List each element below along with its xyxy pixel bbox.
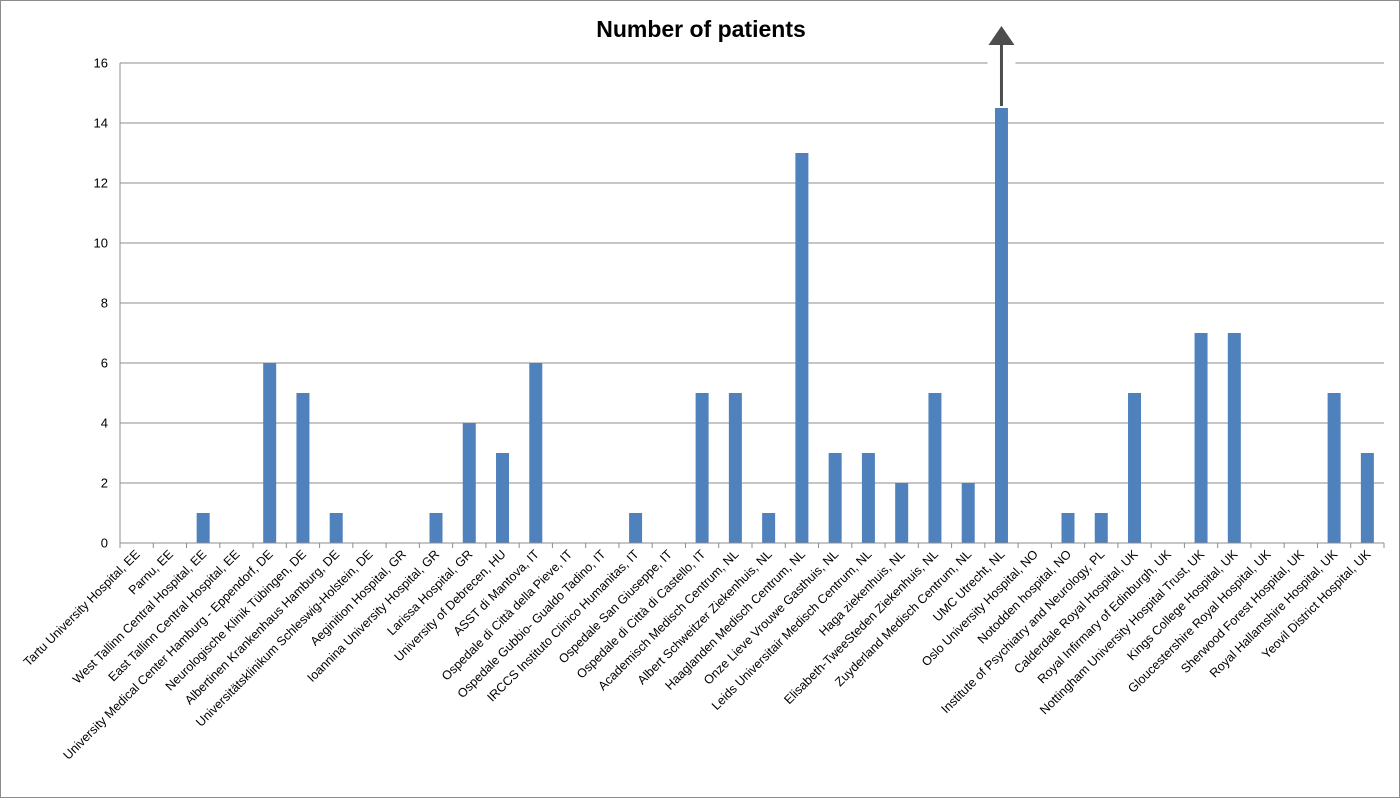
bar bbox=[961, 483, 975, 543]
y-tick-label: 6 bbox=[101, 356, 108, 371]
bar bbox=[462, 423, 476, 543]
x-axis bbox=[119, 63, 1385, 548]
x-category-label: Elisabeth-TweeSteden Ziekenhuis, NL bbox=[781, 547, 941, 707]
bar bbox=[928, 393, 942, 543]
bar bbox=[263, 363, 277, 543]
bar bbox=[196, 513, 210, 543]
y-axis-tick-labels: 0 2 4 6 8 10 12 14 16 bbox=[94, 56, 108, 551]
y-tick-label: 4 bbox=[101, 416, 108, 431]
bar bbox=[1360, 453, 1374, 543]
bar bbox=[895, 483, 909, 543]
bar bbox=[1128, 393, 1142, 543]
annotation-arrow bbox=[987, 24, 1016, 106]
bar bbox=[861, 453, 875, 543]
y-tick-label: 8 bbox=[101, 296, 108, 311]
y-tick-label: 2 bbox=[101, 476, 108, 491]
bar bbox=[828, 453, 842, 543]
y-tick-label: 10 bbox=[94, 236, 108, 251]
bar bbox=[496, 453, 510, 543]
bar bbox=[795, 153, 809, 543]
x-category-label: Tartu University Hospital, EE bbox=[21, 547, 143, 669]
bar bbox=[529, 363, 543, 543]
bar bbox=[429, 513, 443, 543]
bar bbox=[994, 108, 1008, 543]
chart-title: Number of patients bbox=[596, 16, 806, 42]
bar bbox=[1061, 513, 1075, 543]
y-tick-label: 16 bbox=[94, 56, 108, 71]
bar bbox=[1094, 513, 1108, 543]
y-tick-label: 0 bbox=[101, 536, 108, 551]
bar bbox=[629, 513, 643, 543]
bar bbox=[762, 513, 776, 543]
bar bbox=[1227, 333, 1241, 543]
y-tick-label: 14 bbox=[94, 116, 108, 131]
bar bbox=[1194, 333, 1208, 543]
bar bbox=[1327, 393, 1341, 543]
bar bbox=[296, 393, 310, 543]
gridlines bbox=[120, 62, 1384, 484]
bar bbox=[329, 513, 343, 543]
bars bbox=[196, 108, 1374, 543]
bar bbox=[695, 393, 709, 543]
bar bbox=[728, 393, 742, 543]
y-tick-label: 12 bbox=[94, 176, 108, 191]
arrow-head-icon bbox=[988, 26, 1015, 45]
